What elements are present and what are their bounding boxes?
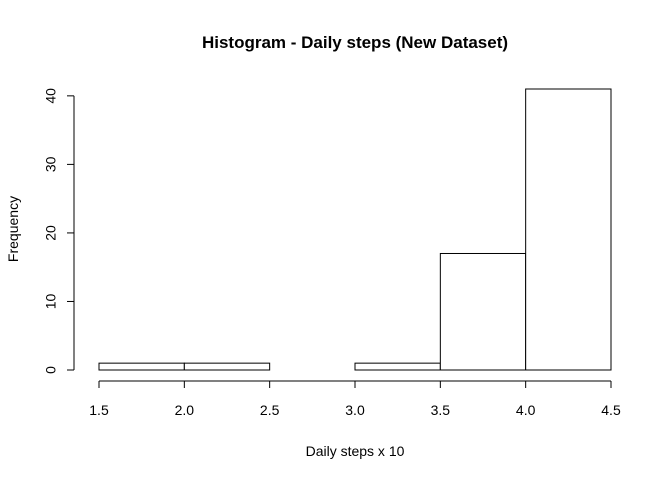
x-axis-label: Daily steps x 10 bbox=[306, 443, 405, 459]
y-tick-label-3: 30 bbox=[43, 156, 59, 172]
histogram-bar-0 bbox=[98, 362, 185, 371]
y-tick-label-1: 10 bbox=[43, 293, 59, 309]
x-tick-label-5: 4.0 bbox=[516, 402, 536, 418]
chart-title: Histogram - Daily steps (New Dataset) bbox=[202, 33, 508, 52]
y-axis: 0 10 20 30 40 bbox=[43, 88, 75, 374]
y-tick-label-0: 0 bbox=[43, 366, 59, 374]
bars-group bbox=[98, 88, 612, 371]
x-tick-label-2: 2.5 bbox=[260, 402, 280, 418]
x-tick-label-0: 1.5 bbox=[89, 402, 109, 418]
histogram-bar-1 bbox=[183, 362, 271, 371]
histogram-bar-5 bbox=[525, 88, 612, 371]
y-tick-label-4: 40 bbox=[43, 88, 59, 104]
x-tick-label-6: 4.5 bbox=[601, 402, 621, 418]
x-tick-label-3: 3.0 bbox=[345, 402, 365, 418]
y-axis-label: Frequency bbox=[5, 196, 21, 262]
histogram-bar-4 bbox=[439, 252, 527, 371]
y-tick-label-2: 20 bbox=[43, 225, 59, 241]
x-tick-label-4: 3.5 bbox=[431, 402, 451, 418]
x-tick-label-1: 2.0 bbox=[175, 402, 195, 418]
histogram-bar-3 bbox=[354, 362, 441, 371]
x-axis: 1.5 2.0 2.5 3.0 3.5 4.0 4.5 bbox=[89, 380, 621, 418]
